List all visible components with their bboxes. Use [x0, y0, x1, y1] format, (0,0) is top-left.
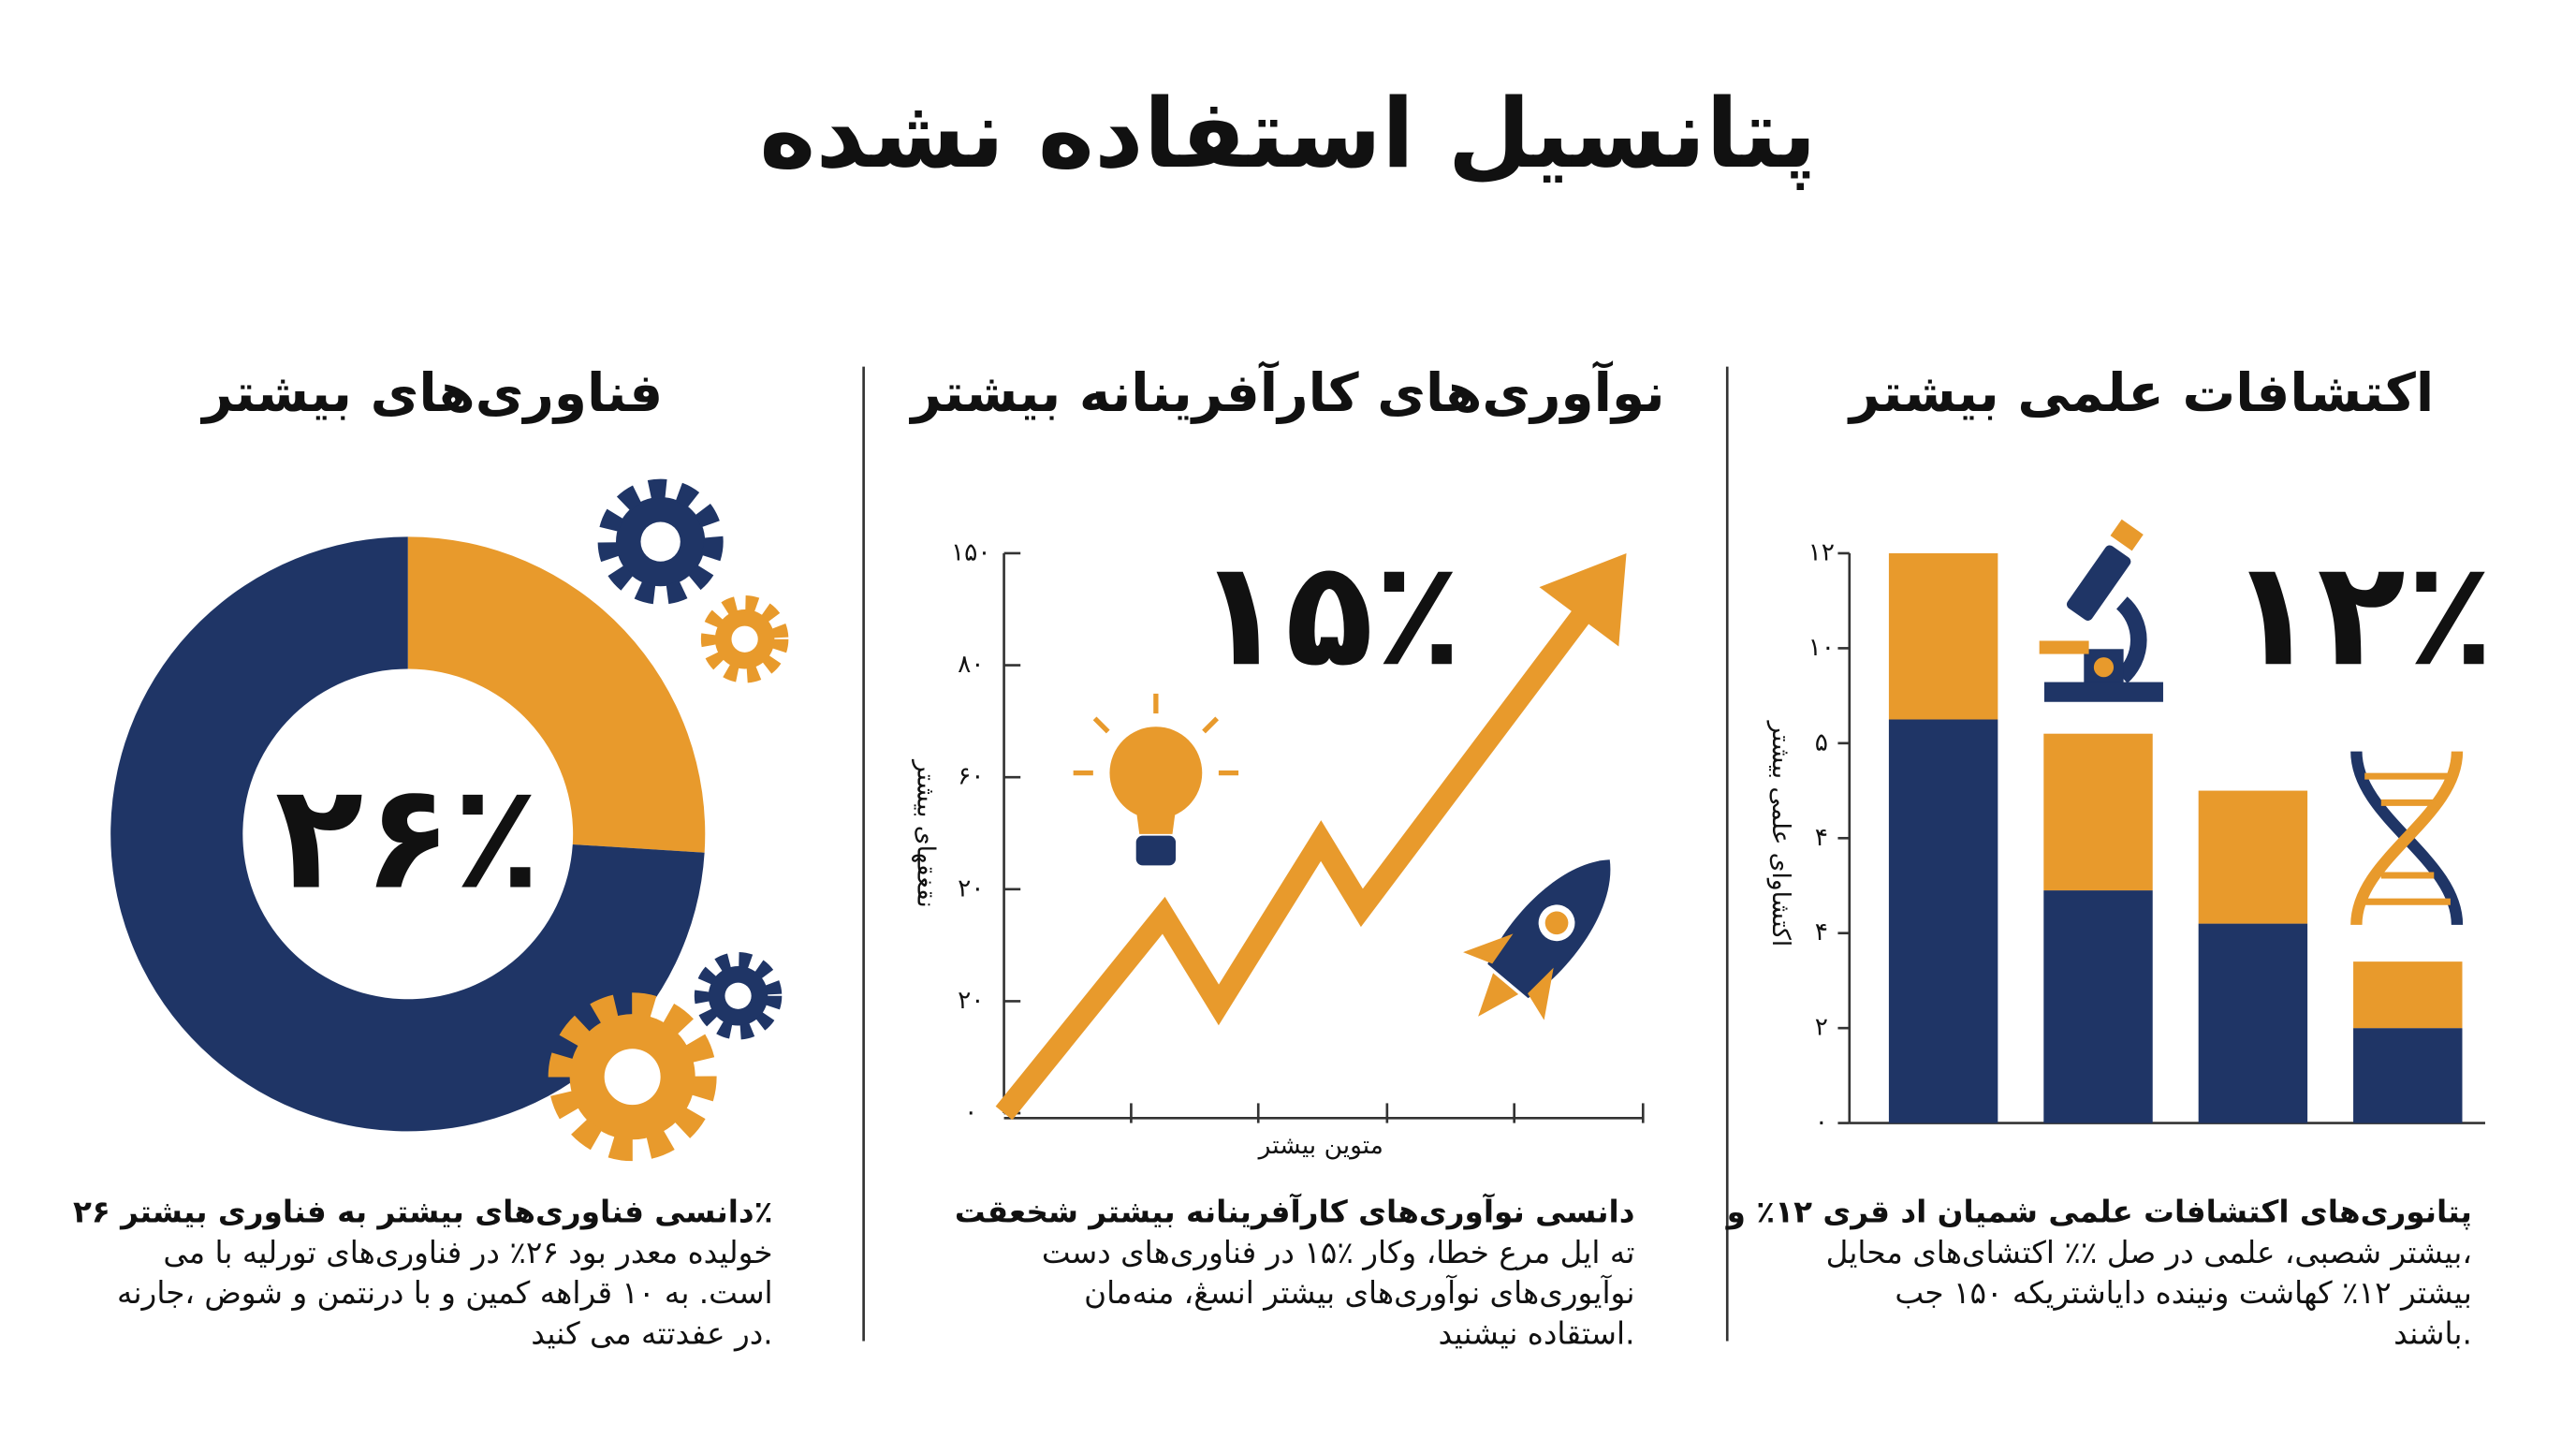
panel-title: اکتشافات علمی بیشتر — [1847, 363, 2434, 424]
y-tick-label: ۶۰ — [958, 762, 984, 791]
y-tick-label: ۱۲ — [1808, 537, 1835, 566]
y-tick-label: ۲۰ — [958, 873, 984, 902]
description-line: نوآیوری‌های نوآوری‌های بیشتر انسڠ، منه‌م… — [1084, 1274, 1634, 1311]
description-line: خولیده معدر بود ۲۶٪ در فناوری‌های تورلیه… — [163, 1235, 772, 1270]
x-axis-label: متوین بیشتر — [1257, 1131, 1383, 1160]
y-tick-label: ۴ — [1815, 917, 1828, 946]
description-line: دانسی نوآوری‌های کارآفرینانه بیشتر شخعقت — [955, 1193, 1635, 1231]
y-tick-label: ۱۵۰ — [951, 537, 991, 566]
annotation: ۱۲٪ — [2229, 529, 2495, 698]
y-tick-label: ۰ — [964, 1098, 977, 1127]
donut-slice — [407, 536, 706, 853]
y-tick-label: ۲۰ — [958, 986, 984, 1015]
panel-title: فناوری‌های بیشتر — [199, 363, 663, 424]
description-line: باشند. — [2393, 1315, 2472, 1351]
bar-segment — [2353, 1028, 2463, 1123]
description-line: پتانوری‌های اکتشافات علمی شمیان اد قری ۱… — [1725, 1195, 2472, 1231]
donut-slice — [110, 536, 705, 1132]
gear-icon — [700, 594, 789, 683]
center-label: ۲۶٪ — [275, 752, 541, 921]
panel-title: نوآوری‌های کارآفرینانه بیشتر — [908, 360, 1664, 424]
y-tick-label: ۰ — [1815, 1108, 1828, 1137]
description-line: دانسی فناوری‌های بیشتر به فناوری بیشتر ۲… — [73, 1195, 773, 1231]
gear-icon — [597, 478, 724, 605]
dna-icon — [2350, 751, 2464, 926]
microscope-icon — [2039, 519, 2163, 702]
description-line: در عفدتته می کنید. — [531, 1315, 772, 1351]
bulb-icon — [1073, 693, 1239, 866]
description-line: بیشتر شصبی، علمی در صل ٪٪ اکتشای‌های محا… — [1826, 1235, 2472, 1270]
annotation: ۱۵٪ — [1196, 529, 1462, 698]
y-tick-label: ۸۰ — [958, 650, 984, 679]
y-tick-label: ۴ — [1815, 823, 1828, 852]
page-title: پتانسیل استفاده نشده — [759, 79, 1817, 190]
y-tick-label: ۲ — [1815, 1013, 1828, 1042]
bar-segment — [2353, 961, 2463, 1029]
bar-segment — [1888, 552, 1998, 720]
description-line: بیشتر ۱۲٪ کهاشت ونینده دایاشتریکه ۱۵۰ جب — [1895, 1275, 2471, 1311]
bar-segment — [2043, 733, 2153, 891]
description-line: استقاده نیشنید. — [1439, 1315, 1635, 1351]
arrow-head — [1539, 552, 1627, 647]
y-tick-label: ۱۰ — [1808, 633, 1835, 662]
y-tick-label: ۵ — [1815, 727, 1828, 756]
x-tick-marks — [1130, 1103, 1645, 1123]
gear-icon — [694, 952, 783, 1040]
gear-icon — [548, 992, 717, 1162]
rocket-icon — [1463, 859, 1611, 1020]
y-axis-label: نقغقهای بیشتر — [911, 758, 940, 908]
bar-segment — [2198, 923, 2308, 1123]
description-line: ته ایل مرع خطا، وکار ٪۱۵ در فناوری‌های د… — [1042, 1235, 1635, 1270]
y-axis-label: اکتشاوای علمی بیشتر — [1766, 720, 1795, 947]
bar-segment — [2043, 890, 2153, 1123]
bar-segment — [1888, 719, 1998, 1123]
description-line: است. به ۱۰ قراهه کمین و با درنتمن و شوض … — [117, 1275, 773, 1311]
bar-segment — [2198, 790, 2308, 924]
trend-line — [995, 609, 1589, 1121]
